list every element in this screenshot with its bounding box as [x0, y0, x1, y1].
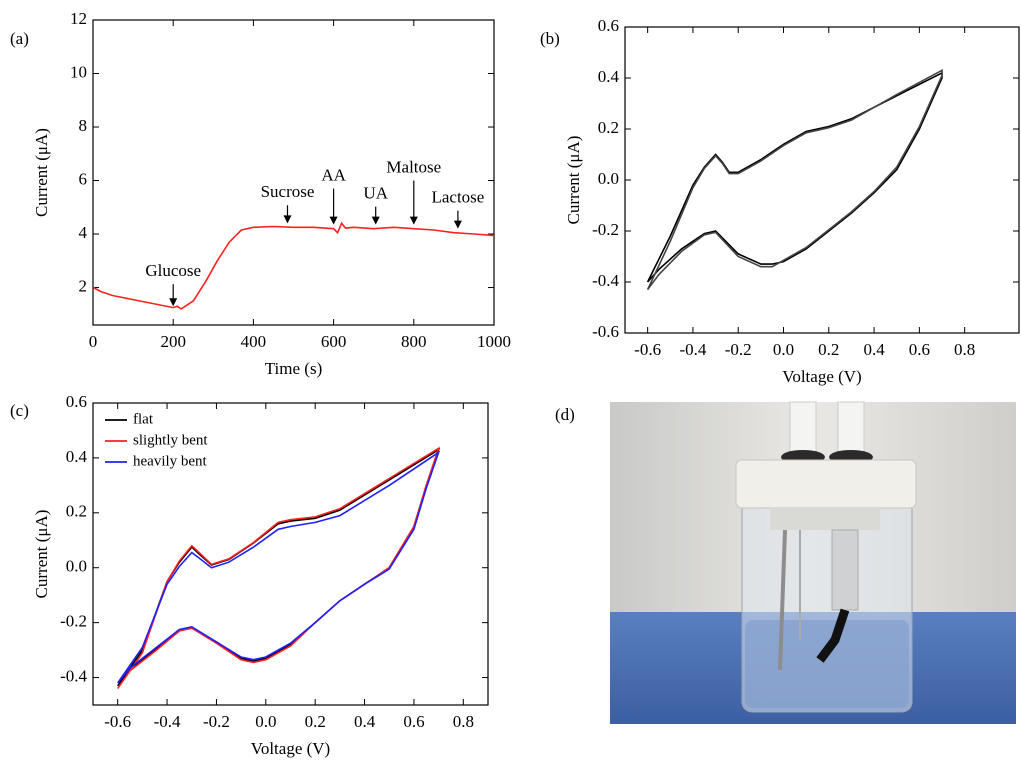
y-tick-label: -0.4 [60, 666, 87, 685]
annotation-arrowhead [453, 220, 462, 229]
y-tick-label: 8 [79, 116, 88, 135]
y-tick-label: 0.0 [598, 169, 619, 188]
y-tick-label: 12 [70, 9, 87, 28]
panel-label: (b) [540, 29, 560, 48]
annotation-arrowhead [409, 216, 418, 225]
x-tick-label: 1000 [477, 332, 511, 351]
y-tick-label: -0.4 [592, 271, 619, 290]
x-tick-label: 0.4 [863, 340, 885, 359]
x-tick-label: -0.6 [104, 712, 131, 731]
x-axis-label: Voltage (V) [782, 367, 861, 386]
panel-label: (d) [555, 405, 575, 424]
series-line [92, 221, 495, 310]
y-tick-label: 6 [79, 169, 88, 188]
x-tick-label: 0.6 [909, 340, 930, 359]
x-tick-label: 0.2 [818, 340, 839, 359]
y-tick-label: 0.2 [598, 118, 619, 137]
y-tick-label: -0.2 [592, 220, 619, 239]
x-tick-label: 0.0 [773, 340, 794, 359]
x-tick-label: 800 [401, 332, 427, 351]
x-tick-label: 0.8 [954, 340, 975, 359]
y-tick-label: 10 [70, 62, 87, 81]
annotation-arrowhead [371, 216, 380, 225]
x-tick-label: 400 [241, 332, 267, 351]
annotation-arrowhead [283, 215, 292, 224]
plot-frame [624, 26, 1020, 334]
annotation-text: Lactose [431, 188, 484, 207]
legend-label: slightly bent [133, 432, 208, 448]
series-line [646, 71, 943, 283]
y-tick-label: 0.6 [66, 392, 87, 411]
y-axis-label: Current (μA) [564, 136, 583, 225]
legend-label: flat [133, 411, 154, 427]
x-tick-label: 0.0 [255, 712, 276, 731]
annotation-text: Maltose [386, 157, 441, 176]
annotation-text: UA [363, 184, 388, 203]
y-tick-label: 2 [79, 276, 88, 295]
y-tick-label: 4 [79, 223, 88, 242]
x-axis-label: Voltage (V) [251, 739, 330, 758]
y-tick-label: 0.6 [598, 16, 619, 35]
x-tick-label: 0.4 [354, 712, 376, 731]
plot-frame [92, 402, 489, 706]
x-tick-label: 0.8 [453, 712, 474, 731]
photo [610, 401, 1016, 724]
series-line [117, 446, 441, 689]
y-tick-label: -0.6 [592, 322, 619, 341]
x-tick-label: 200 [160, 332, 186, 351]
x-tick-label: -0.4 [679, 340, 706, 359]
y-axis-label: Current (μA) [32, 128, 51, 217]
series-line [646, 68, 943, 291]
x-tick-label: -0.2 [203, 712, 230, 731]
y-tick-label: 0.4 [598, 67, 620, 86]
annotation-text: Glucose [145, 261, 201, 280]
x-tick-label: 0.6 [403, 712, 424, 731]
panel-label: (a) [10, 29, 29, 48]
x-tick-label: 0.2 [305, 712, 326, 731]
x-tick-label: -0.6 [634, 340, 661, 359]
panel-label: (c) [10, 401, 29, 420]
annotation-text: AA [321, 165, 346, 184]
y-tick-label: 0.0 [66, 557, 87, 576]
annotation-arrowhead [329, 216, 338, 225]
x-axis-label: Time (s) [265, 359, 322, 378]
x-tick-label: -0.4 [154, 712, 181, 731]
annotation-arrowhead [169, 298, 178, 307]
annotation-text: Sucrose [261, 182, 315, 201]
y-tick-label: -0.2 [60, 612, 87, 631]
y-axis-label: Current (μA) [32, 510, 51, 599]
x-tick-label: 0 [89, 332, 98, 351]
plot-frame [92, 19, 495, 326]
x-tick-label: -0.2 [725, 340, 752, 359]
y-tick-label: 0.4 [66, 447, 88, 466]
x-tick-label: 600 [321, 332, 347, 351]
y-tick-label: 0.2 [66, 502, 87, 521]
series-line [117, 450, 441, 684]
legend-label: heavily bent [133, 453, 208, 469]
